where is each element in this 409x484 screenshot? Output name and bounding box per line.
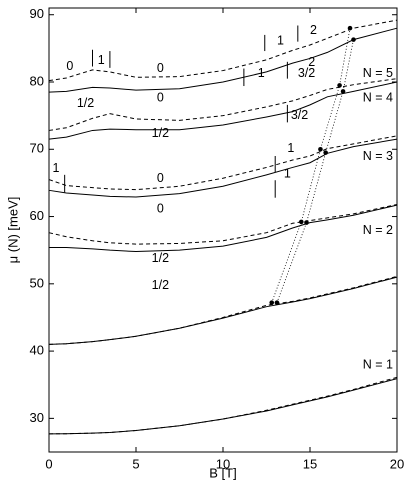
dot [318,146,323,152]
annotation: 3/2 [298,66,315,80]
curve [48,78,398,131]
y-tick-label: 40 [30,343,44,358]
curve [48,27,398,93]
annotation: 1 [284,166,291,180]
annotation: 1 [277,33,284,47]
annotation: 1/2 [77,96,94,110]
curve [48,81,398,140]
dotted-line [271,28,351,303]
annotation: N = 2 [363,223,393,237]
annotation: 0 [157,201,164,215]
annotation: 0 [157,171,164,185]
annotation: N = 5 [363,66,393,80]
y-tick-label: 30 [30,410,44,425]
annotation: 1/2 [152,126,169,140]
y-tick-label: 90 [30,6,44,21]
annotation: 1/2 [152,251,169,265]
curve [48,275,398,345]
curve [48,138,398,198]
x-axis-label: B [T] [209,465,236,480]
y-tick-label: 80 [30,73,44,88]
annotation: 3/2 [291,108,308,122]
annotation: 1 [287,141,294,155]
x-tick-label: 5 [132,456,139,471]
y-axis-label: μ (N) [meV] [5,197,20,264]
annotation: N = 4 [363,90,393,104]
annotation: N = 3 [363,149,393,163]
annotation: 0 [157,90,164,104]
dot [347,25,353,31]
curve [48,376,398,435]
annotation: 1 [52,161,59,175]
dot [337,83,342,88]
annotation: 0 [66,59,73,73]
annotation: 2 [310,23,317,37]
annotation: N = 1 [363,358,393,372]
annotation: 0 [157,61,164,75]
dot [340,89,346,94]
curve [48,378,398,435]
dot [274,300,280,305]
x-tick-label: 20 [390,456,404,471]
dot [351,37,356,42]
annotation: 1 [98,53,105,67]
curve [48,19,398,82]
x-tick-label: 15 [303,456,317,471]
dot [304,220,309,225]
plot-frame [48,7,398,453]
y-tick-label: 50 [30,275,44,290]
annotation: 1/2 [152,278,169,292]
curve [48,276,398,345]
dot [323,150,328,155]
annotation: 2 [308,55,315,69]
annotation: 1 [258,66,265,80]
curve [49,204,398,253]
y-tick-label: 60 [30,208,44,223]
curve [48,203,398,245]
x-tick-label: 10 [216,456,230,471]
dot [299,219,304,225]
curve [48,135,398,191]
y-tick-label: 70 [30,141,44,156]
dot [269,300,275,305]
x-tick-label: 0 [45,456,52,471]
